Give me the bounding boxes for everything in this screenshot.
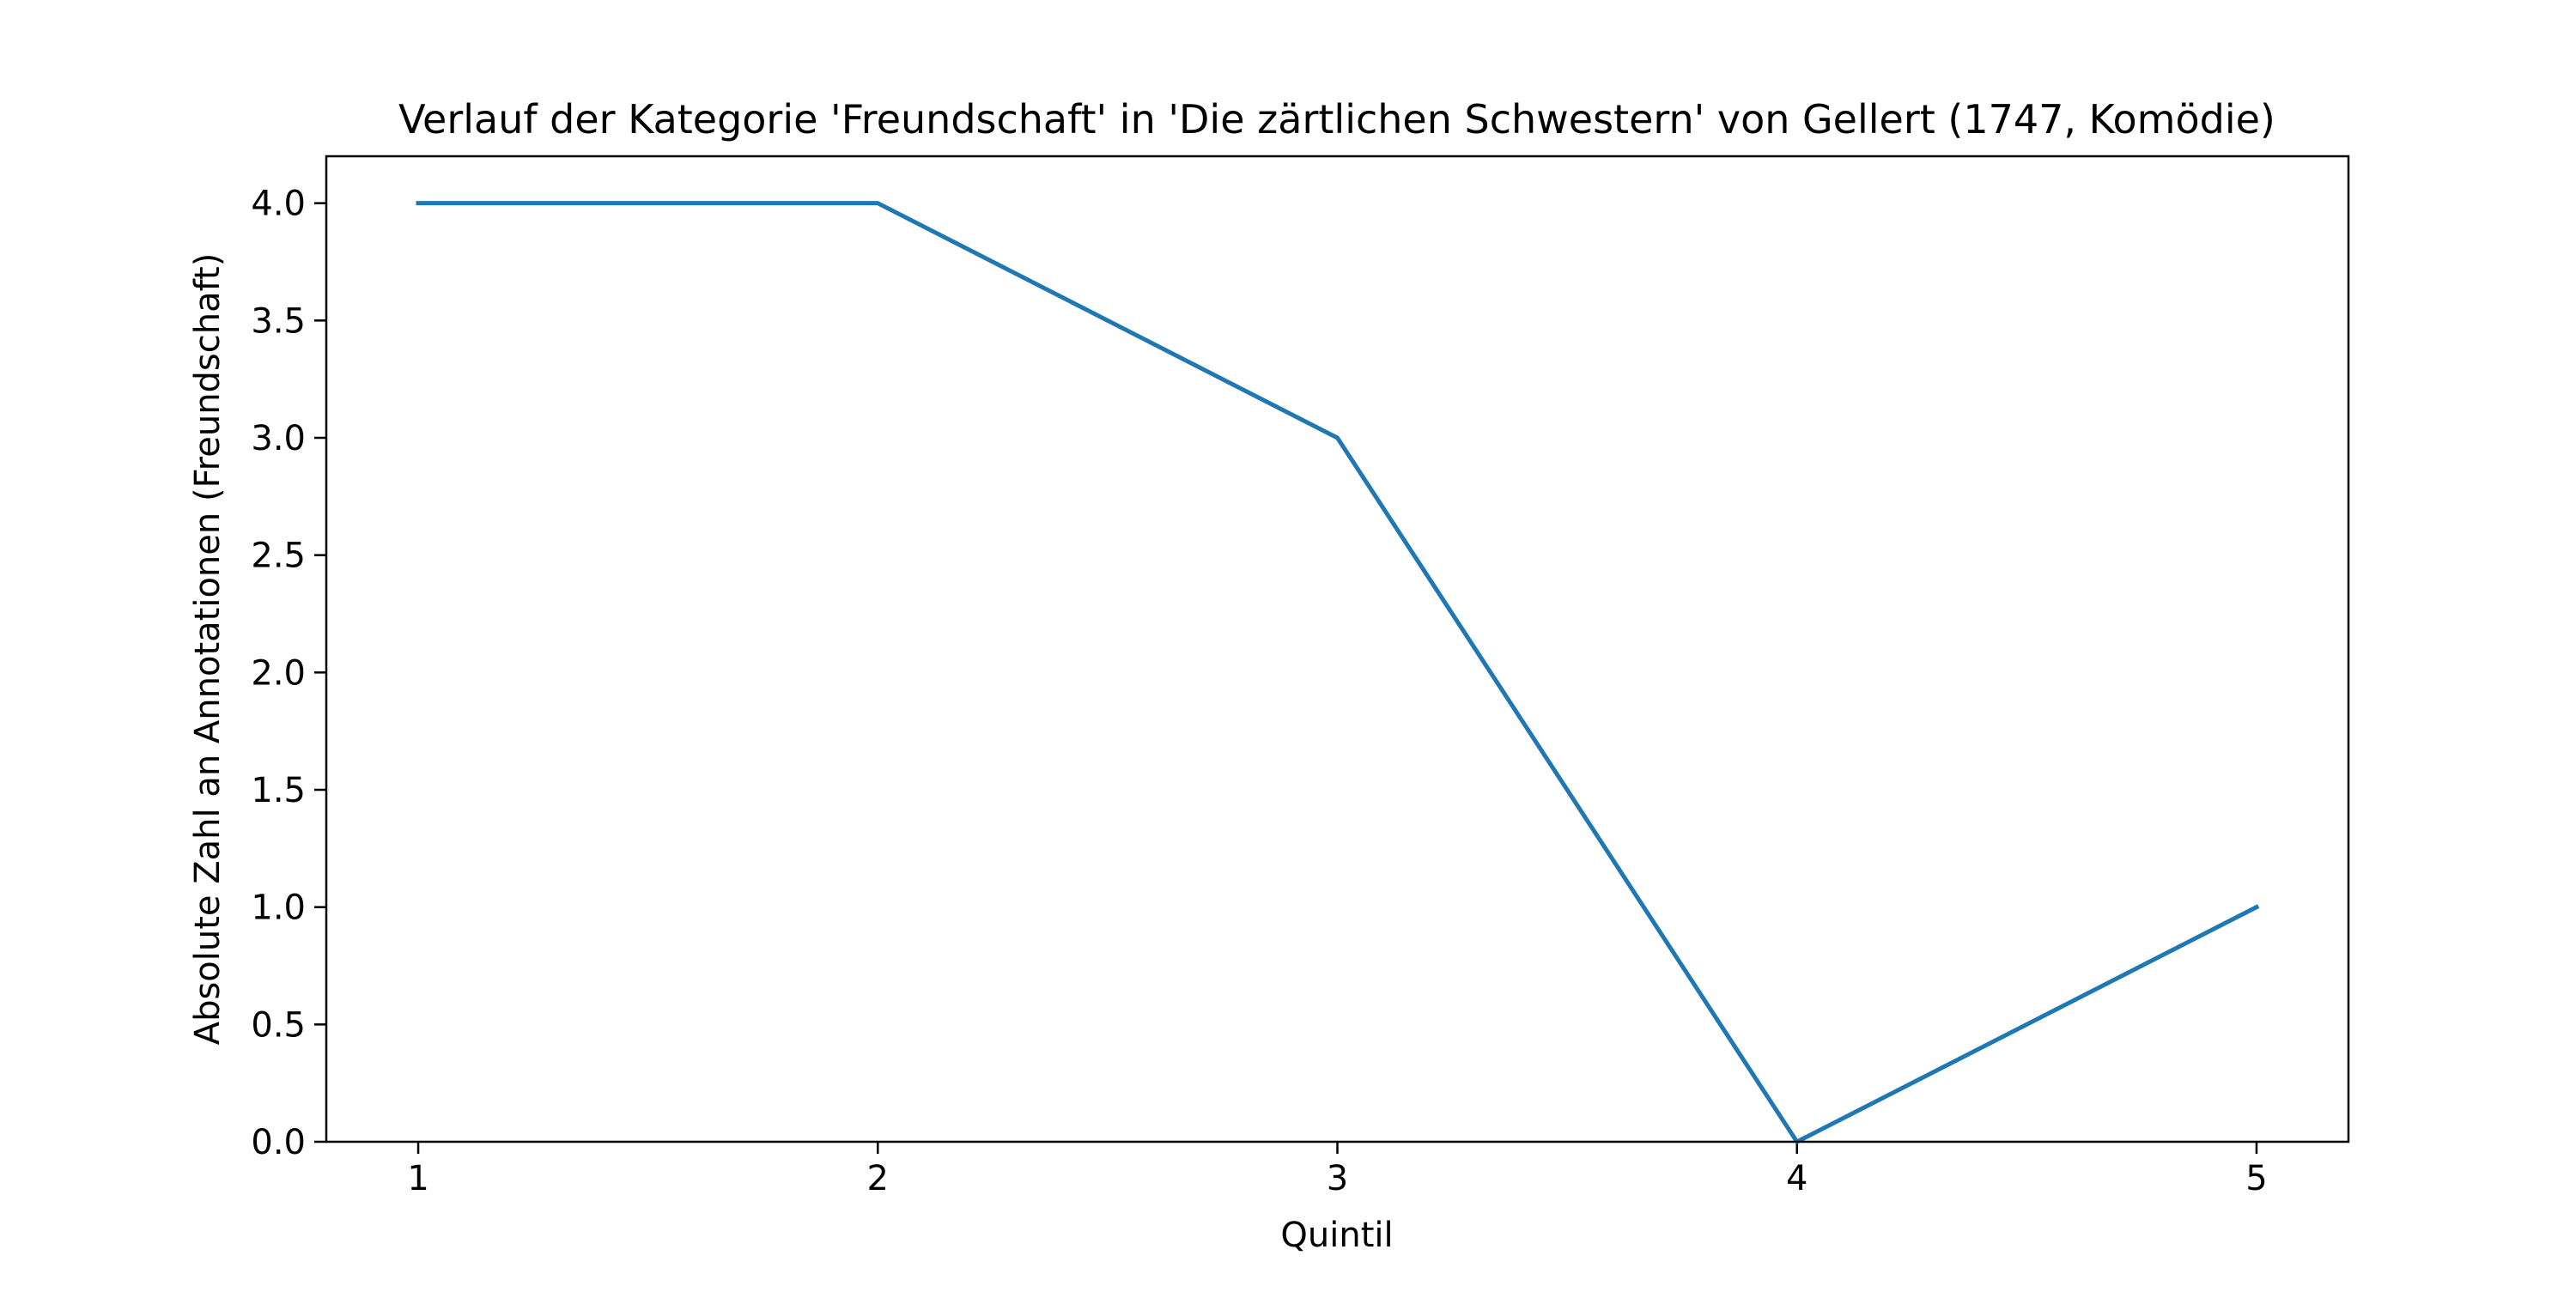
- x-tick-label: 5: [2245, 1159, 2267, 1198]
- x-tick-label: 3: [1327, 1159, 1348, 1198]
- x-axis-label: Quintil: [1280, 1216, 1393, 1255]
- y-tick-label: 0.5: [251, 1005, 306, 1045]
- y-axis-label: Absolute Zahl an Annotationen (Freundsch…: [188, 253, 228, 1046]
- y-tick-label: 2.5: [251, 537, 306, 576]
- chart-title: Verlauf der Kategorie 'Freundschaft' in …: [398, 96, 2275, 143]
- y-tick-label: 4.0: [251, 185, 306, 224]
- y-tick-label: 2.0: [251, 653, 306, 693]
- y-tick-label: 1.0: [251, 889, 306, 928]
- y-tick-label: 3.5: [251, 301, 306, 341]
- y-tick-label: 1.5: [251, 771, 306, 810]
- x-tick-label: 4: [1786, 1159, 1807, 1198]
- x-tick-label: 2: [867, 1159, 889, 1198]
- y-tick-label: 0.0: [251, 1123, 306, 1162]
- y-tick-label: 3.0: [251, 419, 306, 458]
- x-tick-label: 1: [407, 1159, 428, 1198]
